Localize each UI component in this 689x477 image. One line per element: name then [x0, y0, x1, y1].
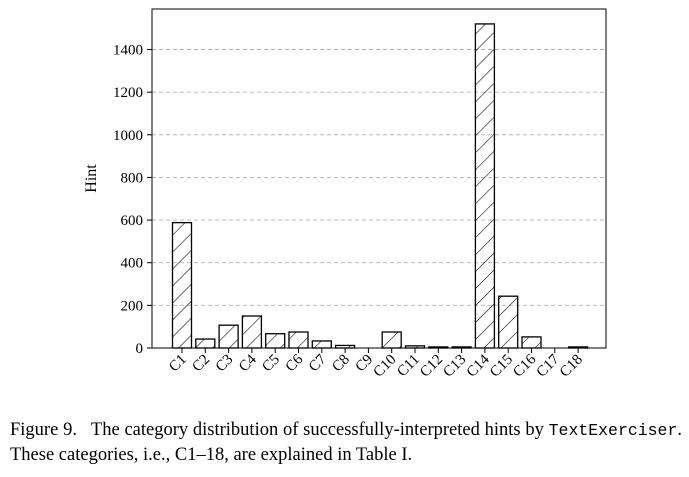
x-tick-label: C16 [510, 351, 539, 380]
x-tick-label: C13 [440, 352, 469, 381]
bar-c3 [218, 324, 239, 349]
y-tick-label: 1000 [113, 128, 143, 144]
x-tick-label: C17 [534, 351, 563, 380]
x-tick-label: C18 [557, 352, 586, 381]
figure-caption: Figure 9. The category distribution of s… [10, 418, 682, 467]
bar-c4 [241, 315, 263, 349]
x-tick-label: C5 [259, 352, 283, 376]
caption-text-before: The category distribution of successfull… [90, 420, 544, 440]
caption-text-after: . These categories, i.e., C1–18, are exp… [10, 420, 682, 465]
x-tick-label: C8 [329, 352, 353, 376]
x-tick-label: C4 [236, 351, 260, 375]
y-tick-label: 200 [121, 298, 144, 314]
bar-c6 [288, 331, 309, 349]
x-tick-label: C6 [283, 351, 307, 375]
bar-c15 [498, 295, 519, 349]
bar-c1 [171, 221, 193, 349]
y-tick-label: 1200 [113, 85, 143, 101]
bar-chart: 0 200 400 600 800 1000 1200 1400 C1 C2 C3 C4 C5 C6 C7… [83, 8, 607, 381]
x-axis: C1 C2 C3 C4 C5 C6 C7 C8 C9C10C11C12C13C14C15C16C… [166, 348, 586, 381]
bar-c7 [311, 340, 332, 349]
caption-code: TextExerciser [548, 421, 678, 440]
y-axis-label: Hint [83, 164, 100, 193]
y-tick-label: 600 [121, 213, 144, 229]
y-tick-label: 800 [121, 170, 144, 186]
x-tick-label: C1 [166, 352, 190, 376]
x-tick-label: C3 [213, 352, 237, 376]
x-tick-label: C10 [371, 352, 400, 381]
plot-frame [151, 8, 607, 349]
x-tick-label: C14 [464, 351, 493, 380]
bars [171, 23, 589, 349]
x-tick-label: C15 [487, 352, 516, 381]
x-tick-label: C7 [306, 351, 330, 375]
y-tick-label: 400 [121, 256, 144, 272]
x-tick-label: C2 [189, 352, 213, 376]
grid-lines [152, 49, 606, 306]
bar-c14 [474, 23, 496, 349]
bar-c10 [381, 331, 402, 349]
caption-label: Figure 9. [10, 420, 77, 440]
bar-c16 [521, 336, 542, 349]
x-tick-label: C12 [417, 352, 446, 381]
y-axis: 0 200 400 600 800 1000 1200 1400 [113, 43, 152, 357]
bar-c2 [195, 338, 216, 349]
y-tick-label: 1400 [113, 43, 143, 59]
bar-c5 [265, 333, 286, 349]
x-tick-label: C11 [394, 352, 423, 381]
y-tick-label: 0 [136, 341, 144, 357]
